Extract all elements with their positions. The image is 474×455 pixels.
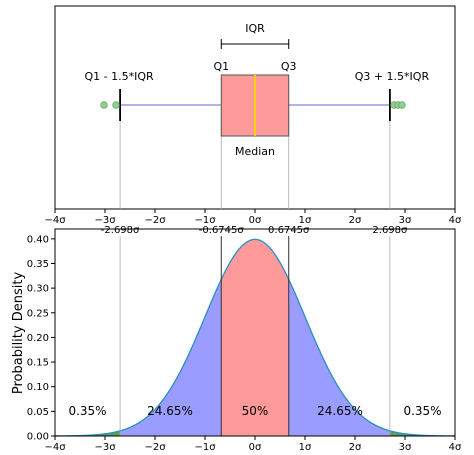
density-region-0: [55, 430, 121, 436]
density-panel: -2.698σ -0.6745σ 0.6745σ 2.698σ 0.35% 24.65%…: [11, 224, 462, 453]
density-region-3: [288, 279, 390, 436]
boundary-sigma-label: -2.698σ: [101, 225, 140, 236]
top-x-tick-label: 1σ: [299, 215, 312, 226]
y-tick-label: 0.15: [27, 358, 49, 369]
density-region-1: [120, 279, 222, 436]
y-tick-label: 0.10: [27, 382, 49, 393]
boundary-sigma-label: 0.6745σ: [268, 225, 310, 236]
top-x-tick-label: 4σ: [449, 215, 462, 226]
y-tick-label: 0.35: [27, 259, 49, 270]
boxplot-whiskers: [119, 89, 391, 121]
density-region-2: [221, 239, 289, 436]
bottom-x-tick-label: 4σ: [449, 442, 462, 453]
boundary-label-bg: [369, 224, 411, 236]
density-curve: [55, 238, 455, 437]
region-percentage-label: 0.35%: [68, 404, 106, 418]
bottom-x-tick-label: −3σ: [94, 442, 116, 453]
bottom-x-tick-label: 0σ: [249, 442, 262, 453]
y-tick-label: 0.30: [27, 284, 49, 295]
top-x-tick-label: 2σ: [349, 215, 362, 226]
lower-fence-label: Q1 - 1.5*IQR: [85, 70, 155, 83]
y-tick-label: 0.00: [27, 432, 49, 443]
y-tick-label: 0.25: [27, 308, 49, 319]
boundary-label-bg: [194, 224, 248, 236]
top-x-tick-label: −2σ: [144, 215, 166, 226]
upper-fence-label: Q3 + 1.5*IQR: [355, 70, 430, 83]
density-boundary-lines: [119, 229, 391, 436]
bottom-x-tick-label: 1σ: [299, 442, 312, 453]
outlier-point-0: [100, 101, 108, 109]
boxplot-x-axis-ticks: −4σ −3σ −2σ −1σ 0σ 1σ 2σ 3σ 4σ: [44, 209, 462, 226]
iqr-bracket: [220, 39, 290, 49]
top-x-tick-label: −4σ: [44, 215, 66, 226]
density-region-4: [389, 430, 455, 436]
y-tick-label: 0.40: [27, 234, 49, 245]
boxplot-panel: IQR Q1 Q3 Median Q1 - 1.5*IQR Q3 + 1.5*I…: [44, 5, 462, 226]
bottom-x-tick-label: 3σ: [399, 442, 412, 453]
top-x-tick-label: 3σ: [399, 215, 412, 226]
q1-label: Q1: [213, 60, 229, 73]
region-percentage-label: 24.65%: [317, 404, 363, 418]
outlier-point-1: [112, 101, 120, 109]
density-y-axis-ticks: 0.00 0.05 0.10 0.15 0.20 0.25 0.30 0.35 0.40: [27, 234, 55, 443]
bottom-x-tick-label: −4σ: [44, 442, 66, 453]
region-percentage-labels: 0.35% 24.65% 50% 24.65% 0.35%: [68, 404, 441, 418]
boundary-label-bg: [265, 224, 313, 236]
bottom-x-tick-label: −1σ: [194, 442, 216, 453]
boxplot-outliers: [100, 101, 406, 109]
q3-label: Q3: [281, 60, 297, 73]
region-percentage-label: 0.35%: [403, 404, 441, 418]
outlier-point-4: [398, 101, 406, 109]
boundary-label-bg: [96, 224, 144, 236]
region-percentage-label: 50%: [242, 404, 269, 418]
bottom-x-tick-label: 2σ: [349, 442, 362, 453]
top-x-tick-label: 0σ: [249, 215, 262, 226]
y-axis-label: Probability Density: [11, 272, 26, 395]
boxplot-box: [220, 74, 290, 137]
boundary-sigma-labels: -2.698σ -0.6745σ 0.6745σ 2.698σ: [96, 224, 411, 236]
bottom-x-tick-label: −2σ: [144, 442, 166, 453]
density-regions: [55, 239, 455, 436]
top-x-tick-label: −3σ: [94, 215, 116, 226]
y-tick-label: 0.05: [27, 407, 49, 418]
boundary-sigma-label: -0.6745σ: [199, 225, 245, 236]
median-label: Median: [235, 145, 275, 158]
boundary-sigma-label: 2.698σ: [372, 225, 408, 236]
iqr-label: IQR: [245, 22, 265, 35]
top-x-tick-label: −1σ: [194, 215, 216, 226]
density-x-axis-ticks: −4σ −3σ −2σ −1σ 0σ 1σ 2σ 3σ 4σ: [44, 436, 462, 453]
y-tick-label: 0.20: [27, 333, 49, 344]
region-percentage-label: 24.65%: [147, 404, 193, 418]
